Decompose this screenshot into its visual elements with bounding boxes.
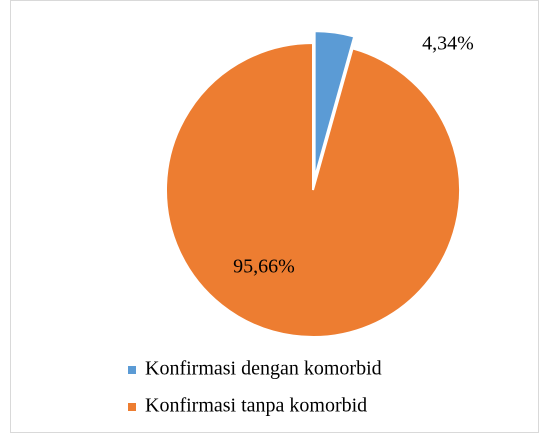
legend-label: Konfirmasi tanpa komorbid bbox=[145, 395, 367, 417]
legend-swatch bbox=[128, 366, 136, 374]
data-label: 4,34% bbox=[422, 33, 474, 55]
pie-slice bbox=[165, 41, 461, 338]
legend-label: Konfirmasi dengan komorbid bbox=[145, 358, 382, 380]
data-label: 95,66% bbox=[233, 256, 295, 278]
pie-slice bbox=[313, 30, 356, 179]
legend-swatch bbox=[128, 403, 136, 411]
